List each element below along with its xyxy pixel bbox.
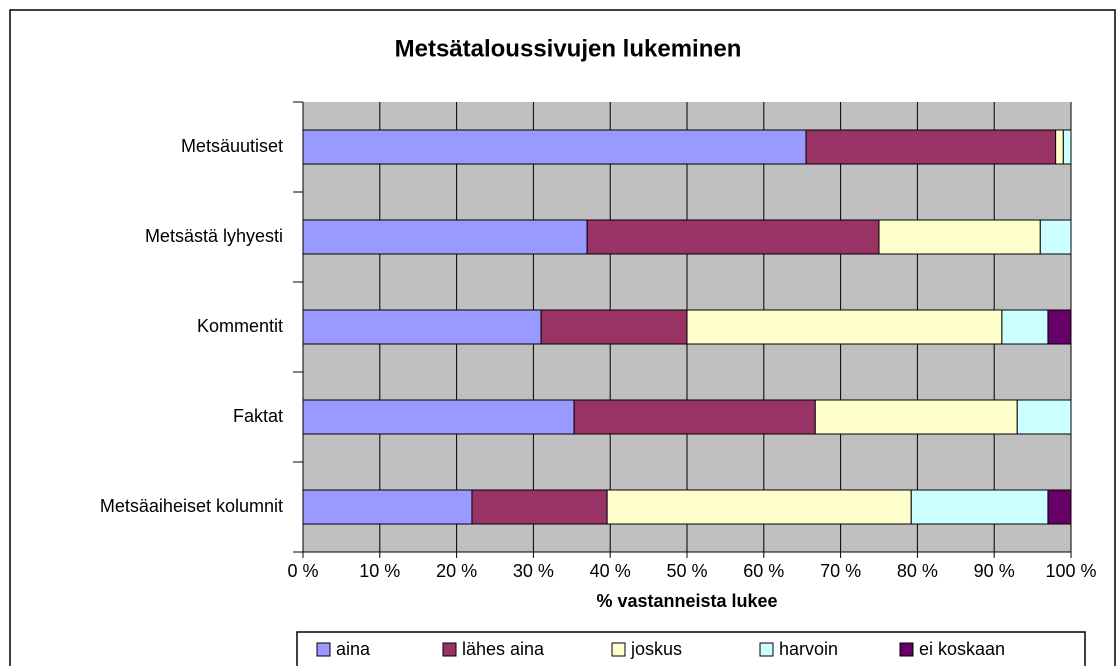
bar-segment bbox=[814, 399, 1018, 435]
y-tick-label: Faktat bbox=[233, 406, 283, 426]
legend bbox=[296, 631, 1086, 666]
bar-segment bbox=[540, 309, 688, 345]
bar-segment bbox=[471, 489, 608, 525]
legend-label: aina bbox=[336, 639, 371, 659]
bar-segment bbox=[302, 309, 542, 345]
x-tick-label: 30 % bbox=[513, 561, 554, 581]
bar-segment bbox=[302, 129, 807, 165]
x-tick-label: 70 % bbox=[820, 561, 861, 581]
chart-title: Metsätaloussivujen lukeminen bbox=[395, 35, 742, 62]
bar-segment bbox=[586, 219, 880, 255]
bar-segment bbox=[1062, 129, 1072, 165]
bar-segment bbox=[1001, 309, 1049, 345]
legend-label: joskus bbox=[630, 639, 682, 659]
y-tick-label: Metsäuutiset bbox=[181, 136, 283, 156]
legend-label: ei koskaan bbox=[919, 639, 1005, 659]
legend-swatch bbox=[316, 642, 331, 657]
legend-label: harvoin bbox=[779, 639, 838, 659]
bar-segment bbox=[573, 399, 816, 435]
x-tick-label: 20 % bbox=[436, 561, 477, 581]
x-axis-label: % vastanneista lukee bbox=[596, 591, 777, 611]
x-tick-label: 0 % bbox=[287, 561, 318, 581]
bar-segment bbox=[1047, 309, 1072, 345]
bar-segment bbox=[302, 489, 473, 525]
legend-swatch bbox=[899, 642, 914, 657]
bar-segment bbox=[686, 309, 1003, 345]
bar-segment bbox=[910, 489, 1049, 525]
legend-label: lähes aina bbox=[462, 639, 545, 659]
bar-segment bbox=[1039, 219, 1072, 255]
x-tick-label: 40 % bbox=[590, 561, 631, 581]
legend-swatch bbox=[759, 642, 774, 657]
bar-segment bbox=[302, 399, 575, 435]
x-tick-label: 60 % bbox=[743, 561, 784, 581]
y-tick-label: Kommentit bbox=[197, 316, 283, 336]
bar-segment bbox=[878, 219, 1041, 255]
legend-swatch bbox=[611, 642, 626, 657]
x-tick-label: 100 % bbox=[1045, 561, 1096, 581]
bar-segment bbox=[1055, 129, 1064, 165]
x-tick-label: 50 % bbox=[666, 561, 707, 581]
bar-segment bbox=[606, 489, 912, 525]
bar-segment bbox=[1047, 489, 1072, 525]
legend-swatch bbox=[442, 642, 457, 657]
y-tick-label: Metsäaiheiset kolumnit bbox=[100, 496, 283, 516]
x-tick-label: 10 % bbox=[359, 561, 400, 581]
x-tick-label: 80 % bbox=[897, 561, 938, 581]
bar-segment bbox=[302, 219, 588, 255]
x-tick-label: 90 % bbox=[974, 561, 1015, 581]
bar-segment bbox=[805, 129, 1057, 165]
y-tick-label: Metsästä lyhyesti bbox=[145, 226, 283, 246]
bar-segment bbox=[1016, 399, 1072, 435]
